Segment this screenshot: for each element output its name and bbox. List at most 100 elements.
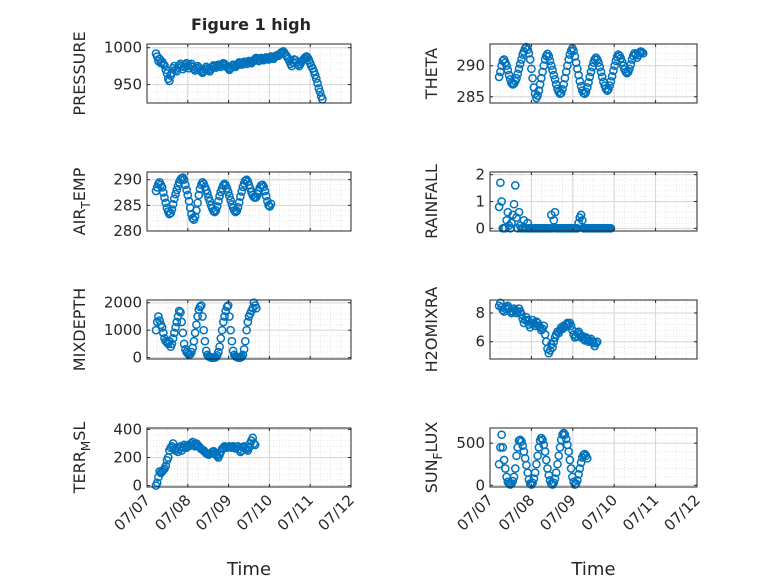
data-point [198,177,207,187]
data-point [569,46,578,56]
data-point [497,197,506,206]
figure-title: Figure 1 high [191,15,311,34]
data-point [575,76,585,86]
data-point [610,61,619,71]
data-point [496,178,505,188]
subplot-4: 0 1 2 RAINFALL [422,164,698,239]
data-point [605,81,614,90]
y-tick-label: 6 [475,333,485,351]
y-tick-label: 290 [113,171,142,189]
y-tick-label: 280 [113,222,142,240]
data-point [592,337,602,347]
data-point [594,58,603,67]
data-point [528,478,537,488]
y-tick-label: 0 [475,219,485,237]
data-point [497,430,506,440]
data-point [560,430,570,440]
x-axis-label: Time [570,559,615,580]
data-point [563,61,572,71]
data-point [266,199,276,209]
data-point [591,53,601,63]
data-point [533,91,542,100]
axes-frame [489,299,698,360]
data-point [523,45,533,54]
data-point [548,65,557,75]
data-point [517,437,526,446]
data-point [214,347,223,357]
data-point [240,336,250,346]
data-point [539,321,549,331]
data-point [561,434,571,444]
data-point [261,191,271,201]
data-point [517,55,526,64]
y-axis-label: RAINFALL [422,164,441,239]
data-point [549,478,559,488]
data-point [299,54,309,64]
data-point [500,464,510,473]
data-point [179,339,189,349]
data-point [498,443,508,452]
data-point [165,209,174,219]
data-point [508,476,518,486]
data-point [212,202,222,211]
data-point [515,59,525,69]
data-point [566,464,576,473]
data-point [227,336,237,346]
data-point [524,48,534,58]
data-point [220,312,229,321]
data-point [494,72,504,82]
data-point [573,475,582,485]
data-point [171,323,180,332]
data-point [203,189,212,198]
data-point [176,307,185,317]
data-point [576,210,586,220]
data-point [545,56,555,66]
y-axis-label: AIRTEMP [70,167,93,235]
data-point [510,181,520,190]
data-point [178,328,188,338]
subplot-3: 280 285 290 AIRTEMP [70,167,352,240]
data-point [259,182,269,192]
data-point [200,336,210,346]
data-point [171,189,180,199]
y-tick-label: 285 [113,196,142,214]
data-point [586,67,596,77]
x-tick-label: 07/09 [536,491,579,534]
data-point [541,455,551,465]
data-point [183,190,193,200]
axes-frame [146,299,352,360]
data-point [528,73,537,83]
data-point [172,185,182,195]
data-point [190,328,200,338]
data-point [154,312,163,321]
x-tick-label: 07/08 [151,491,194,534]
data-point [509,472,519,482]
data-point [158,328,168,338]
data-point [242,325,251,335]
data-point [602,86,612,95]
data-point [522,460,531,470]
data-point [558,84,567,94]
data-point [161,461,171,471]
data-point [571,58,581,67]
data-point [544,52,554,61]
data-point [310,70,320,80]
x-tick-label: 07/08 [495,491,538,534]
data-point [504,70,514,80]
data-point [604,84,613,94]
data-point [626,60,636,69]
data-point [249,439,259,448]
data-point [520,453,530,463]
x-axis-label: Time [226,559,271,580]
y-tick-label: 950 [113,76,142,94]
data-point [596,67,606,77]
data-point [152,52,162,61]
data-point [211,352,221,362]
data-point [625,64,634,74]
data-point [192,320,201,330]
data-point [172,317,182,327]
data-point [582,83,592,92]
y-axis-label: H2OMIXRA [422,287,441,373]
